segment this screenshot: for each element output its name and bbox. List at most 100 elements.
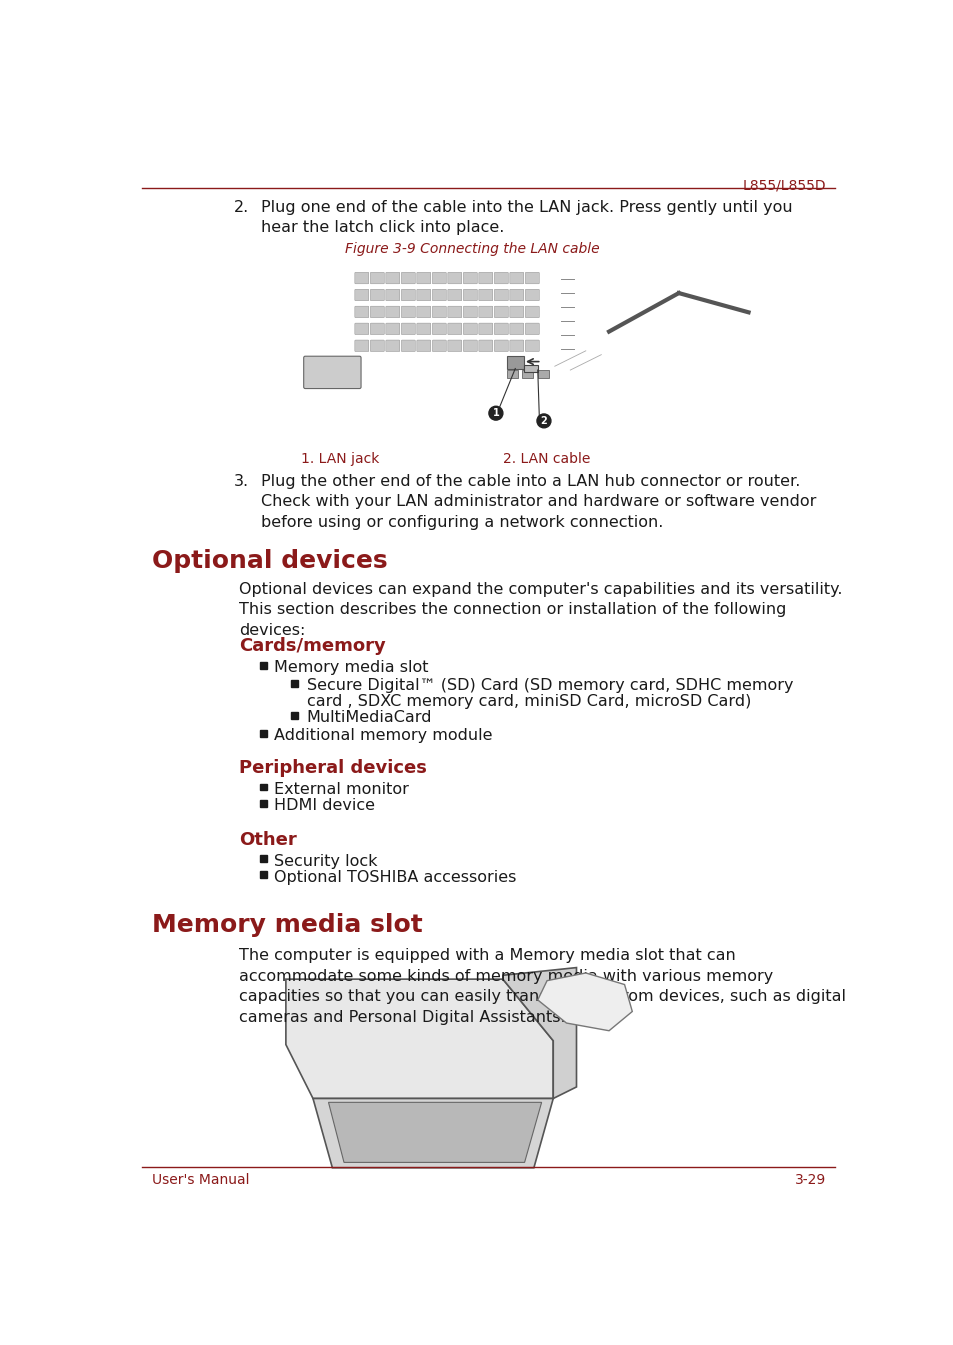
FancyBboxPatch shape [509,289,523,301]
FancyBboxPatch shape [463,340,476,351]
Text: The computer is equipped with a Memory media slot that can
accommodate some kind: The computer is equipped with a Memory m… [239,948,845,1025]
Bar [260,784,267,791]
FancyBboxPatch shape [478,289,493,301]
FancyBboxPatch shape [401,307,415,317]
FancyBboxPatch shape [385,340,399,351]
FancyBboxPatch shape [525,289,538,301]
Text: Figure 3-9 Connecting the LAN cable: Figure 3-9 Connecting the LAN cable [345,242,599,257]
Bar [260,800,267,807]
FancyBboxPatch shape [509,272,523,284]
Circle shape [488,406,502,420]
FancyBboxPatch shape [416,272,431,284]
FancyBboxPatch shape [509,323,523,335]
Text: MultiMediaCard: MultiMediaCard [307,710,432,725]
Bar [260,872,267,878]
FancyBboxPatch shape [370,272,384,284]
FancyBboxPatch shape [494,272,508,284]
FancyBboxPatch shape [416,323,431,335]
FancyBboxPatch shape [432,307,446,317]
Text: Memory media slot: Memory media slot [274,660,428,675]
FancyBboxPatch shape [509,307,523,317]
FancyBboxPatch shape [385,307,399,317]
FancyBboxPatch shape [416,289,431,301]
FancyBboxPatch shape [525,272,538,284]
FancyBboxPatch shape [370,323,384,335]
Text: 2: 2 [540,416,547,426]
Text: Secure Digital™ (SD) Card (SD memory card, SDHC memory: Secure Digital™ (SD) Card (SD memory car… [307,678,793,693]
Text: Memory media slot: Memory media slot [152,913,422,937]
FancyBboxPatch shape [401,323,415,335]
FancyBboxPatch shape [355,323,369,335]
FancyBboxPatch shape [478,340,493,351]
Bar [506,356,523,369]
Text: Plug one end of the cable into the LAN jack. Press gently until you
hear the lat: Plug one end of the cable into the LAN j… [261,200,792,235]
FancyBboxPatch shape [494,340,508,351]
FancyBboxPatch shape [463,323,476,335]
FancyBboxPatch shape [494,323,508,335]
FancyBboxPatch shape [401,289,415,301]
Text: Peripheral devices: Peripheral devices [239,759,427,777]
Text: Optional devices: Optional devices [152,550,387,573]
Text: Cards/memory: Cards/memory [239,638,386,655]
FancyBboxPatch shape [355,289,369,301]
FancyBboxPatch shape [355,307,369,317]
Bar [260,662,267,668]
FancyBboxPatch shape [463,272,476,284]
Bar [521,370,533,378]
FancyBboxPatch shape [385,289,399,301]
FancyBboxPatch shape [355,340,369,351]
Bar [291,712,298,718]
Text: Plug the other end of the cable into a LAN hub connector or router.
Check with y: Plug the other end of the cable into a L… [261,473,816,530]
Text: HDMI device: HDMI device [274,798,375,814]
FancyBboxPatch shape [432,340,446,351]
FancyBboxPatch shape [494,307,508,317]
FancyBboxPatch shape [401,272,415,284]
FancyBboxPatch shape [447,323,461,335]
FancyBboxPatch shape [385,323,399,335]
FancyBboxPatch shape [463,307,476,317]
Polygon shape [502,967,576,1099]
Text: card , SDXC memory card, miniSD Card, microSD Card): card , SDXC memory card, miniSD Card, mi… [307,694,750,709]
Text: 1: 1 [492,408,498,418]
FancyBboxPatch shape [494,289,508,301]
Text: User's Manual: User's Manual [152,1173,249,1188]
Polygon shape [286,979,553,1099]
FancyBboxPatch shape [432,289,446,301]
FancyBboxPatch shape [432,323,446,335]
Bar [260,729,267,737]
Text: 1. LAN jack: 1. LAN jack [301,452,379,467]
FancyBboxPatch shape [401,340,415,351]
Polygon shape [313,1099,553,1167]
FancyBboxPatch shape [525,323,538,335]
FancyBboxPatch shape [303,356,360,389]
Polygon shape [537,972,632,1030]
FancyBboxPatch shape [416,307,431,317]
FancyBboxPatch shape [447,307,461,317]
Text: 2. LAN cable: 2. LAN cable [502,452,590,467]
Bar [523,366,537,371]
FancyBboxPatch shape [432,272,446,284]
FancyBboxPatch shape [525,307,538,317]
FancyBboxPatch shape [355,272,369,284]
FancyBboxPatch shape [447,340,461,351]
Text: 3-29: 3-29 [794,1173,825,1188]
Text: 3.: 3. [233,473,249,490]
FancyBboxPatch shape [463,289,476,301]
FancyBboxPatch shape [385,272,399,284]
FancyBboxPatch shape [525,340,538,351]
Bar [506,370,517,378]
Text: External monitor: External monitor [274,781,409,798]
FancyBboxPatch shape [416,340,431,351]
FancyBboxPatch shape [509,340,523,351]
Text: Security lock: Security lock [274,854,377,869]
Text: Optional TOSHIBA accessories: Optional TOSHIBA accessories [274,870,517,885]
Bar [260,855,267,862]
FancyBboxPatch shape [447,289,461,301]
Text: Optional devices can expand the computer's capabilities and its versatility.
Thi: Optional devices can expand the computer… [239,582,842,638]
Bar [537,370,548,378]
FancyBboxPatch shape [478,323,493,335]
FancyBboxPatch shape [370,289,384,301]
FancyBboxPatch shape [478,307,493,317]
Bar [291,679,298,686]
Polygon shape [328,1103,541,1162]
